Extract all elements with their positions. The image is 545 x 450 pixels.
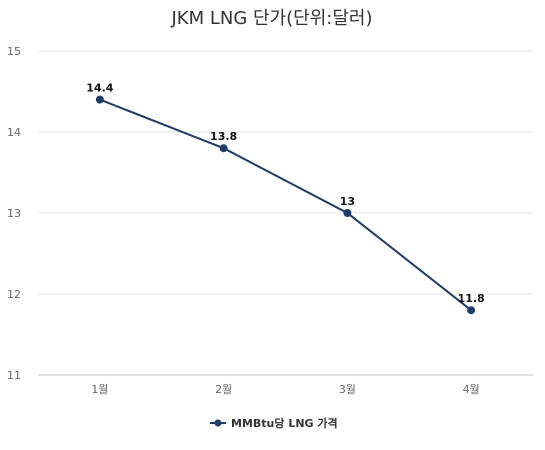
data-label: 14.4 [86,82,113,95]
y-tick-label: 11 [7,369,21,382]
data-label: 13 [340,195,355,208]
series-layer: 14.4 13.8 13 11.8 [86,82,485,315]
data-point [219,144,228,153]
series-line [99,98,472,311]
chart-title: JKM LNG 단가(단위:달러) [171,8,373,29]
legend: MMBtu당 LNG 가격 [210,416,338,430]
legend-label: MMBtu당 LNG 가격 [231,416,338,430]
y-tick-label: 15 [7,45,21,58]
data-point [467,306,476,315]
legend-marker-icon [214,419,222,427]
data-label: 11.8 [458,292,485,305]
data-label: 13.8 [210,130,237,143]
x-tick-label: 4월 [463,383,480,396]
y-tick-label: 13 [7,207,21,220]
data-point [343,209,352,217]
x-tick-label: 1월 [91,383,108,396]
x-tick-label: 2월 [215,383,232,396]
x-axis-ticks: 1월 2월 3월 4월 [91,383,479,396]
data-point [95,95,104,104]
y-axis-ticks: 11 12 13 14 15 [7,45,21,382]
y-tick-label: 12 [7,288,21,301]
x-tick-label: 3월 [339,383,356,396]
y-tick-label: 14 [7,126,21,139]
gridlines [38,50,533,376]
